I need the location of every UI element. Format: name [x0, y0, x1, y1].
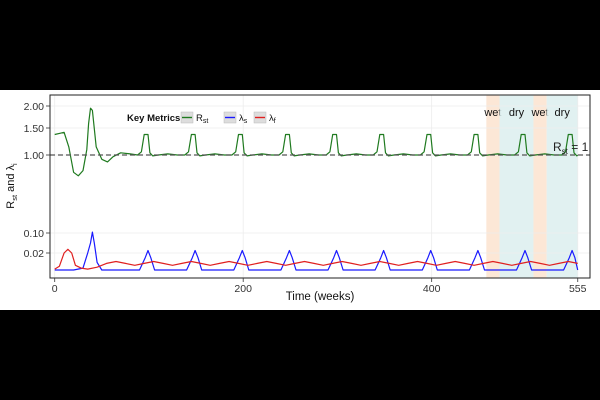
season-bands: wet dry wet dry: [483, 95, 578, 278]
series-line-lambda_s: [54, 231, 579, 271]
season-band-label-3: dry: [555, 107, 571, 119]
season-band-label-0: wet: [483, 107, 501, 119]
chart-svg: wet dry wet dry Rst = 1 0.020.101.001.502.0…: [5, 94, 591, 303]
x-axis-label: Time (weeks): [286, 291, 355, 303]
season-band-2: [533, 95, 547, 278]
x-tick-label-0: 0: [52, 283, 58, 295]
y-tick-label-1: 0.10: [24, 228, 45, 240]
legend-label-2: λf: [269, 113, 276, 125]
season-band-0: [486, 95, 500, 278]
chart-figure: wet dry wet dry Rst = 1 0.02 0.10 1.00 1.50 2.0…: [0, 90, 600, 310]
y-tick-label-0: 0.02: [24, 248, 45, 260]
x-axis-ticks: 0 200 400 555: [52, 278, 587, 295]
season-band-label-1: dry: [509, 107, 525, 119]
season-band-1: [499, 95, 534, 278]
legend-title: Key Metrics: [127, 113, 180, 124]
series-line-lambda_f: [54, 248, 578, 270]
legend: Key Metrics Rst λs λf: [127, 111, 276, 125]
y-tick-label-2: 1.00: [24, 150, 45, 162]
x-tick-label-1: 200: [234, 283, 252, 295]
x-tick-label-3: 555: [569, 283, 587, 295]
legend-label-0: Rst: [196, 113, 208, 125]
season-band-label-2: wet: [530, 107, 548, 119]
reference-line-label: Rst = 1: [553, 140, 589, 156]
y-tick-label-3: 1.50: [24, 123, 45, 135]
x-tick-label-2: 400: [423, 283, 441, 295]
y-axis-label: Rst and λi: [5, 163, 19, 209]
y-tick-label-4: 2.00: [24, 101, 45, 113]
plot-border: [49, 94, 591, 279]
season-band-3: [546, 95, 578, 278]
legend-label-1: λs: [239, 113, 248, 125]
y-axis-ticks: 0.02 0.10 1.00 1.50 2.00: [24, 101, 50, 260]
